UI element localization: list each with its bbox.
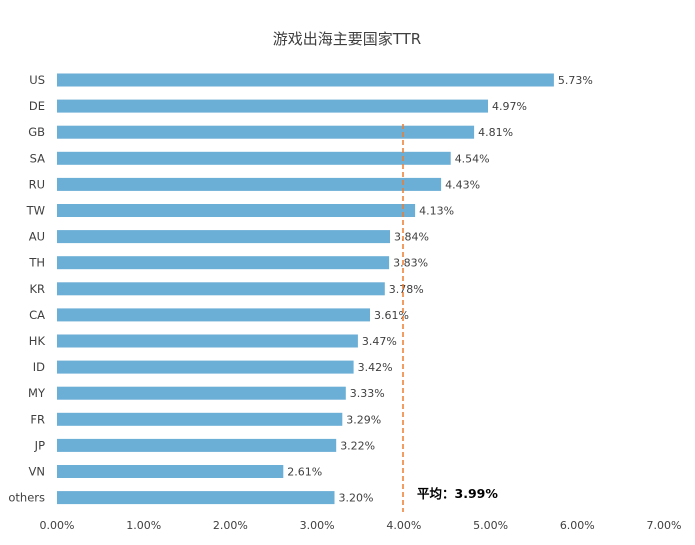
bars-group: [57, 73, 554, 505]
category-label-ca: CA: [29, 308, 45, 322]
bar-gb: [57, 125, 475, 139]
bar-hk: [57, 334, 358, 348]
category-label-th: TH: [28, 256, 45, 270]
value-label-ru: 4.43%: [445, 178, 480, 191]
bar-au: [57, 230, 390, 244]
bar-de: [57, 99, 488, 113]
category-label-fr: FR: [30, 412, 45, 426]
category-label-de: DE: [29, 99, 45, 113]
category-label-gb: GB: [28, 125, 45, 139]
value-label-id: 3.42%: [358, 361, 393, 374]
bar-my: [57, 386, 346, 400]
labels-group: US 5.73% DE 4.97% GB 4.81% SA 4.54% RU 4.43% TW 4.1…: [8, 73, 592, 505]
x-tick-label: 3.00%: [300, 519, 335, 532]
x-tick-label: 4.00%: [386, 519, 421, 532]
category-label-us: US: [29, 73, 45, 87]
value-label-others: 3.20%: [339, 492, 374, 505]
bar-th: [57, 256, 390, 270]
bar-ru: [57, 177, 442, 191]
x-axis: 0.00% 1.00% 2.00% 3.00% 4.00% 5.00% 6.00% 7.00%: [40, 519, 682, 532]
value-label-au: 3.84%: [394, 231, 429, 244]
category-label-tw: TW: [26, 204, 45, 218]
value-label-my: 3.33%: [350, 387, 385, 400]
category-label-kr: KR: [29, 282, 45, 296]
bar-fr: [57, 412, 343, 426]
value-label-us: 5.73%: [558, 74, 593, 87]
category-label-vn: VN: [29, 465, 45, 479]
category-label-hk: HK: [29, 334, 46, 348]
category-label-my: MY: [28, 386, 46, 400]
bar-ca: [57, 308, 370, 322]
value-label-de: 4.97%: [492, 100, 527, 113]
category-label-au: AU: [29, 230, 45, 244]
x-tick-label: 1.00%: [126, 519, 161, 532]
bar-us: [57, 73, 554, 87]
value-label-kr: 3.78%: [389, 283, 424, 296]
bar-vn: [57, 465, 284, 478]
value-label-vn: 2.61%: [287, 466, 322, 479]
x-tick-label: 2.00%: [213, 519, 248, 532]
x-tick-label: 6.00%: [560, 519, 595, 532]
x-tick-label: 5.00%: [473, 519, 508, 532]
x-tick-label: 7.00%: [647, 519, 682, 532]
bar-kr: [57, 282, 385, 296]
category-label-jp: JP: [34, 438, 45, 452]
average-label: 平均：3.99%: [417, 486, 498, 501]
category-label-ru: RU: [29, 177, 45, 191]
chart-title: 游戏出海主要国家TTR: [273, 30, 422, 48]
category-label-others: others: [8, 491, 45, 505]
value-label-th: 3.83%: [393, 257, 428, 270]
value-label-tw: 4.13%: [419, 205, 454, 218]
value-label-jp: 3.22%: [340, 439, 375, 452]
value-label-ca: 3.61%: [374, 309, 409, 322]
bar-id: [57, 360, 354, 374]
average-reference: 平均：3.99%: [402, 124, 498, 512]
category-label-sa: SA: [30, 151, 46, 165]
value-label-sa: 4.54%: [455, 152, 490, 165]
value-label-fr: 3.29%: [346, 413, 381, 426]
x-tick-label: 0.00%: [40, 519, 75, 532]
bar-tw: [57, 204, 416, 217]
bar-jp: [57, 438, 337, 452]
value-label-hk: 3.47%: [362, 335, 397, 348]
value-label-gb: 4.81%: [478, 126, 513, 139]
bar-sa: [57, 151, 451, 165]
bar-others: [57, 491, 335, 505]
category-label-id: ID: [33, 360, 45, 374]
